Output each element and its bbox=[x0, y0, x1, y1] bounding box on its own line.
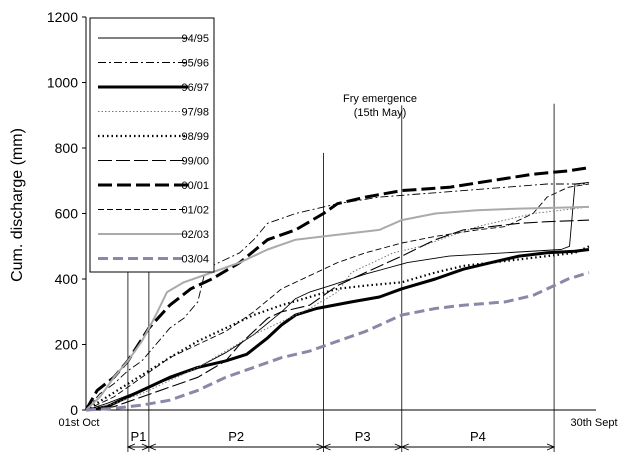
period-label: P1 bbox=[130, 429, 146, 444]
series-lines bbox=[84, 166, 590, 412]
series-line-01-02 bbox=[85, 183, 590, 411]
y-tick-label: 1000 bbox=[47, 75, 78, 91]
y-axis-label: Cum. discharge (mm) bbox=[9, 128, 26, 282]
y-tick-label: 200 bbox=[55, 337, 79, 353]
legend-entry: 00/01 bbox=[181, 180, 209, 192]
x-end-label: 30th Sept bbox=[570, 417, 617, 429]
legend: 94/95 95/96 96/97 97/98 98/99 99/00 00/01 01/02… bbox=[89, 17, 215, 273]
y-tick-label: 800 bbox=[55, 140, 79, 156]
series-line-02-03 bbox=[85, 205, 590, 411]
legend-entry: 95/96 bbox=[181, 58, 209, 70]
period-label: P4 bbox=[470, 429, 486, 444]
period-arrow-head-right bbox=[546, 443, 556, 451]
legend-entry: 01/02 bbox=[181, 205, 209, 217]
legend-entry: 94/95 bbox=[181, 33, 209, 45]
series-line-98-99 bbox=[85, 245, 590, 411]
period-boundary-lines bbox=[127, 103, 555, 452]
y-tick-label: 400 bbox=[55, 271, 79, 287]
legend-entry: 96/97 bbox=[181, 82, 209, 94]
series-line-03-04 bbox=[85, 271, 590, 412]
series-line-00-01 bbox=[84, 166, 590, 411]
y-tick-label: 1200 bbox=[47, 9, 78, 25]
y-tick-label: 0 bbox=[70, 402, 78, 418]
fry-emergence-annotation: Fry emergence bbox=[343, 93, 417, 105]
period-label: P3 bbox=[355, 429, 371, 444]
legend-entry: 02/03 bbox=[181, 229, 209, 241]
legend-box bbox=[89, 17, 215, 273]
series-line-95-96 bbox=[85, 183, 589, 411]
period-arrow-head-left bbox=[126, 443, 136, 451]
legend-entry: 97/98 bbox=[181, 107, 209, 119]
series-line-99-00 bbox=[85, 219, 590, 411]
period-bar: P1 P2 P3 P4 bbox=[126, 429, 556, 451]
fry-emergence-date: (15th May) bbox=[354, 107, 407, 119]
y-tick-labels: 0 200 400 600 800 1000 1200 bbox=[47, 9, 78, 418]
period-arrow-head-left bbox=[322, 443, 331, 451]
period-label: P2 bbox=[228, 429, 244, 444]
legend-entry: 98/99 bbox=[181, 131, 209, 143]
legend-entry: 99/00 bbox=[181, 156, 209, 168]
x-start-label: 01st Oct bbox=[59, 417, 100, 429]
legend-entry: 03/04 bbox=[181, 254, 209, 266]
period-arrow-head-left bbox=[147, 443, 157, 451]
y-tick-label: 600 bbox=[55, 206, 79, 222]
axes bbox=[82, 16, 596, 411]
period-arrow-head-left bbox=[400, 443, 409, 451]
series-line-96-97 bbox=[85, 248, 590, 412]
